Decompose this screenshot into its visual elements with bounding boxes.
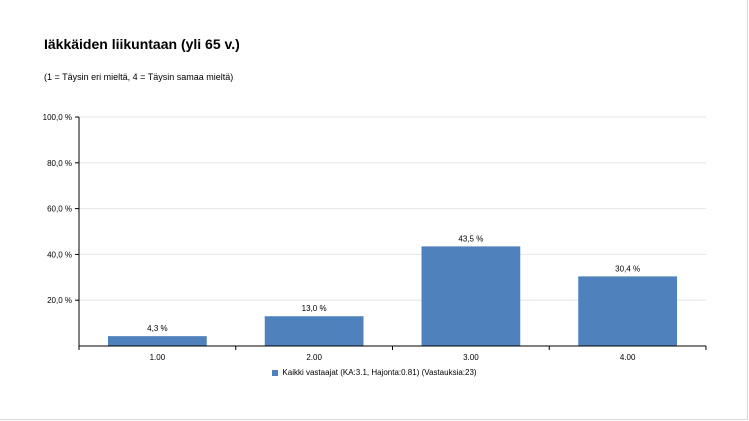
legend: Kaikki vastaajat (KA:3.1, Hajonta:0.81) … (0, 368, 749, 377)
bar (578, 276, 678, 346)
y-tick-label: 80,0 % (47, 159, 72, 168)
y-tick-label: 60,0 % (47, 205, 72, 214)
data-label: 4,3 % (147, 324, 167, 333)
bars (107, 246, 678, 346)
legend-label: Kaikki vastaajat (KA:3.1, Hajonta:0.81) … (282, 368, 477, 377)
labels: 20,0 % 40,0 % 60,0 % 80,0 % 100,0 % 4,3 % 1.00… (43, 113, 640, 362)
y-tick-label: 100,0 % (43, 113, 72, 122)
chart-title: Iäkkäiden liikuntaan (yli 65 v.) (44, 36, 240, 52)
y-tick-label: 20,0 % (47, 296, 72, 305)
x-tick-label: 4.00 (620, 353, 636, 362)
x-tick-label: 3.00 (463, 353, 479, 362)
axes (75, 116, 707, 350)
gridlines (79, 116, 706, 301)
x-tick-label: 2.00 (306, 353, 322, 362)
bar (264, 316, 364, 346)
data-label: 43,5 % (458, 234, 483, 243)
bar (421, 246, 521, 346)
y-tick-label: 40,0 % (47, 250, 72, 259)
data-label: 13,0 % (302, 304, 327, 313)
x-tick-label: 1.00 (150, 353, 166, 362)
legend-swatch (272, 369, 279, 376)
bar (107, 336, 207, 346)
chart-subtitle: (1 = Täysin eri mieltä, 4 = Täysin samaa… (44, 72, 234, 82)
data-label: 30,4 % (615, 264, 640, 273)
